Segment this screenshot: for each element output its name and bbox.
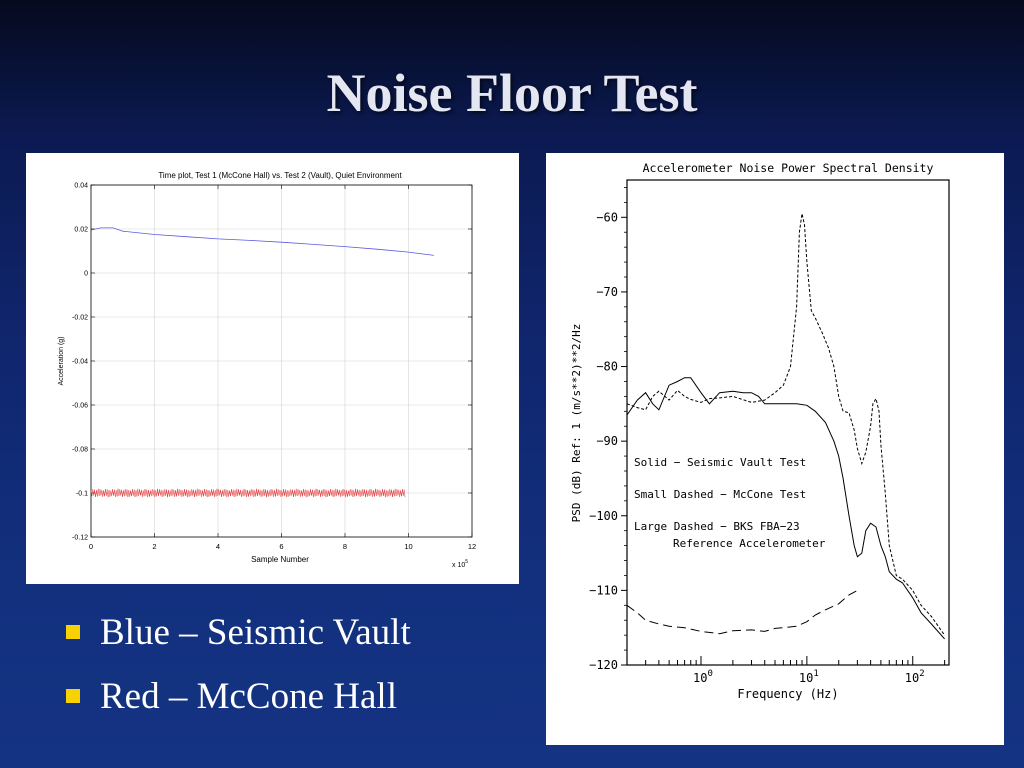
bullet-list: Blue – Seismic Vault Red – McCone Hall (62, 608, 411, 736)
y-tick-label: −110 (589, 583, 618, 597)
bullet-item: Red – McCone Hall (62, 672, 411, 736)
x-tick-label: 4 (216, 542, 220, 551)
y-tick-label: -0.04 (72, 359, 88, 366)
y-tick-label: 0 (84, 271, 88, 278)
y-tick-label: −70 (596, 285, 618, 299)
x-tick-label: 10 (404, 542, 412, 551)
x-axis-label: Sample Number (251, 555, 309, 564)
chart-title: Time plot, Test 1 (McCone Hall) vs. Test… (158, 171, 402, 180)
y-tick-label: -0.08 (72, 447, 88, 454)
series-line-vault (626, 377, 945, 640)
plot-area (626, 179, 950, 666)
x-tick-label: 12 (468, 542, 476, 551)
y-tick-label: −100 (589, 509, 618, 523)
y-tick-label: −120 (589, 658, 618, 672)
x-tick-label: 6 (279, 542, 283, 551)
y-tick-label: -0.06 (72, 403, 88, 410)
x-axis-label: Frequency (Hz) (737, 687, 838, 701)
series-line-vault (90, 227, 434, 256)
psd-chart: Accelerometer Noise Power Spectral Densi… (570, 161, 950, 701)
y-axis-label: Acceleration (g) (58, 336, 65, 385)
chart-title: Accelerometer Noise Power Spectral Densi… (643, 161, 934, 175)
square-bullet-icon (66, 689, 80, 703)
x-tick-label: 0 (89, 542, 93, 551)
x-multiplier-label: x 105 (452, 559, 468, 569)
slide-title: Noise Floor Test (326, 63, 698, 123)
y-tick-label: −60 (596, 210, 618, 224)
x-tick-label: 100 (693, 669, 713, 685)
x-tick-exponent: 0 (707, 669, 712, 679)
y-tick-label: 0.02 (74, 227, 88, 234)
x-multiplier-exponent: 5 (465, 559, 468, 565)
psd-figure: Accelerometer Noise Power Spectral Densi… (546, 153, 1004, 745)
x-tick-exponent: 2 (919, 669, 924, 679)
y-tick-label: −80 (596, 360, 618, 374)
bullet-text: Red – McCone Hall (100, 676, 397, 717)
y-tick-label: −90 (596, 434, 618, 448)
x-tick-exponent: 1 (813, 669, 818, 679)
x-multiplier-base: x 10 (452, 562, 465, 569)
x-tick-base: 10 (905, 671, 919, 685)
bullet-text: Blue – Seismic Vault (100, 612, 411, 653)
y-axis-label: PSD (dB) Ref: 1 (m/s**2)**2/Hz (570, 324, 583, 523)
x-tick-base: 10 (693, 671, 707, 685)
legend-entry: Large Dashed − BKS FBA−23 (634, 520, 800, 533)
x-tick-label: 2 (152, 542, 156, 551)
time-plot-figure: Time plot, Test 1 (McCone Hall) vs. Test… (26, 153, 519, 584)
y-tick-label: 0.04 (74, 183, 88, 190)
y-tick-label: -0.1 (76, 491, 88, 498)
bullet-item: Blue – Seismic Vault (62, 608, 411, 672)
x-tick-base: 10 (799, 671, 813, 685)
legend-entry: Reference Accelerometer (673, 537, 826, 550)
y-tick-label: -0.12 (72, 535, 88, 542)
legend-entry: Solid − Seismic Vault Test (634, 456, 806, 469)
series-line-mccone (626, 213, 946, 636)
legend-entry: Small Dashed − McCone Test (634, 488, 806, 501)
x-tick-label: 101 (799, 669, 819, 685)
series-line-reference (626, 589, 858, 635)
y-tick-label: -0.02 (72, 315, 88, 322)
x-tick-label: 8 (343, 542, 347, 551)
series-band-mccone (90, 488, 406, 498)
x-tick-label: 102 (905, 669, 925, 685)
square-bullet-icon (66, 625, 80, 639)
time-plot-chart: Time plot, Test 1 (McCone Hall) vs. Test… (58, 171, 476, 569)
